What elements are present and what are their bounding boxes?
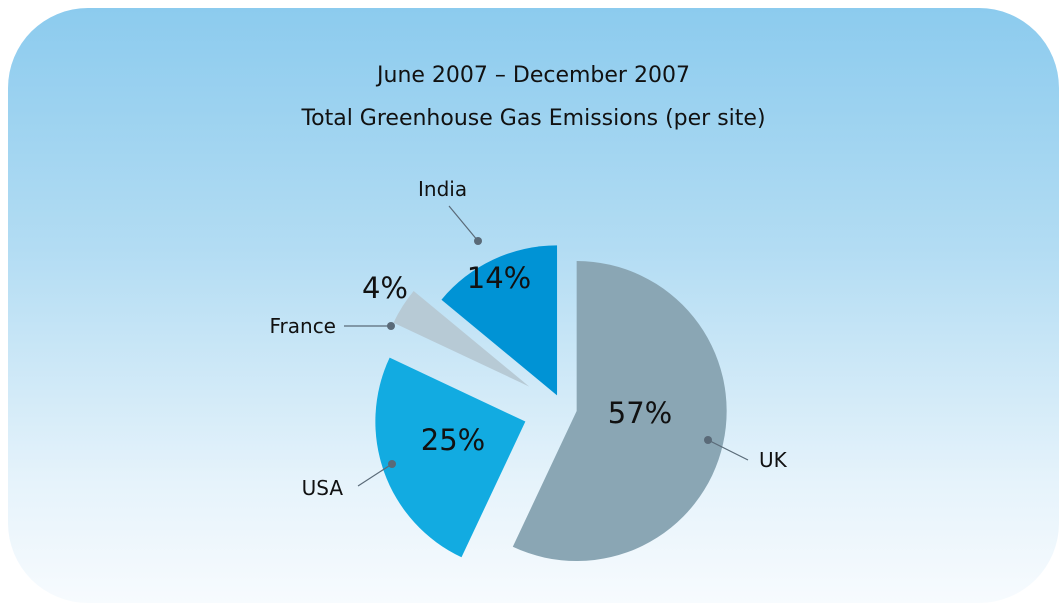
slice-value-label-uk: 57% <box>608 396 672 430</box>
pie-slice-india <box>441 245 558 396</box>
leader-dot-usa <box>388 460 396 468</box>
chart-title-line-2: Total Greenhouse Gas Emissions (per site… <box>301 106 766 131</box>
slice-category-label-usa: USA <box>302 476 344 500</box>
pie-chart: 57% UK 25% USA 4% France 14% India <box>269 177 788 562</box>
leader-line-usa <box>357 463 393 487</box>
slice-category-label-uk: UK <box>759 448 788 472</box>
pie-slice-uk <box>512 261 727 562</box>
pie-slice-france <box>393 290 530 387</box>
chart-title-line-1: June 2007 – December 2007 <box>377 63 690 88</box>
slice-category-label-india: India <box>418 177 467 201</box>
slice-category-label-france: France <box>269 314 336 338</box>
slice-value-label-india: 14% <box>467 261 531 295</box>
leader-dot-france <box>387 322 395 330</box>
leader-line-uk <box>707 439 749 461</box>
slice-value-label-usa: 25% <box>421 423 485 457</box>
slice-value-label-france: 4% <box>362 271 408 305</box>
leader-dot-uk <box>704 436 712 444</box>
leader-dot-india <box>474 237 482 245</box>
pie-slice-usa <box>375 357 526 558</box>
chart-card: June 2007 – December 2007 Total Greenhou… <box>8 8 1059 603</box>
leader-line-india <box>448 205 479 242</box>
